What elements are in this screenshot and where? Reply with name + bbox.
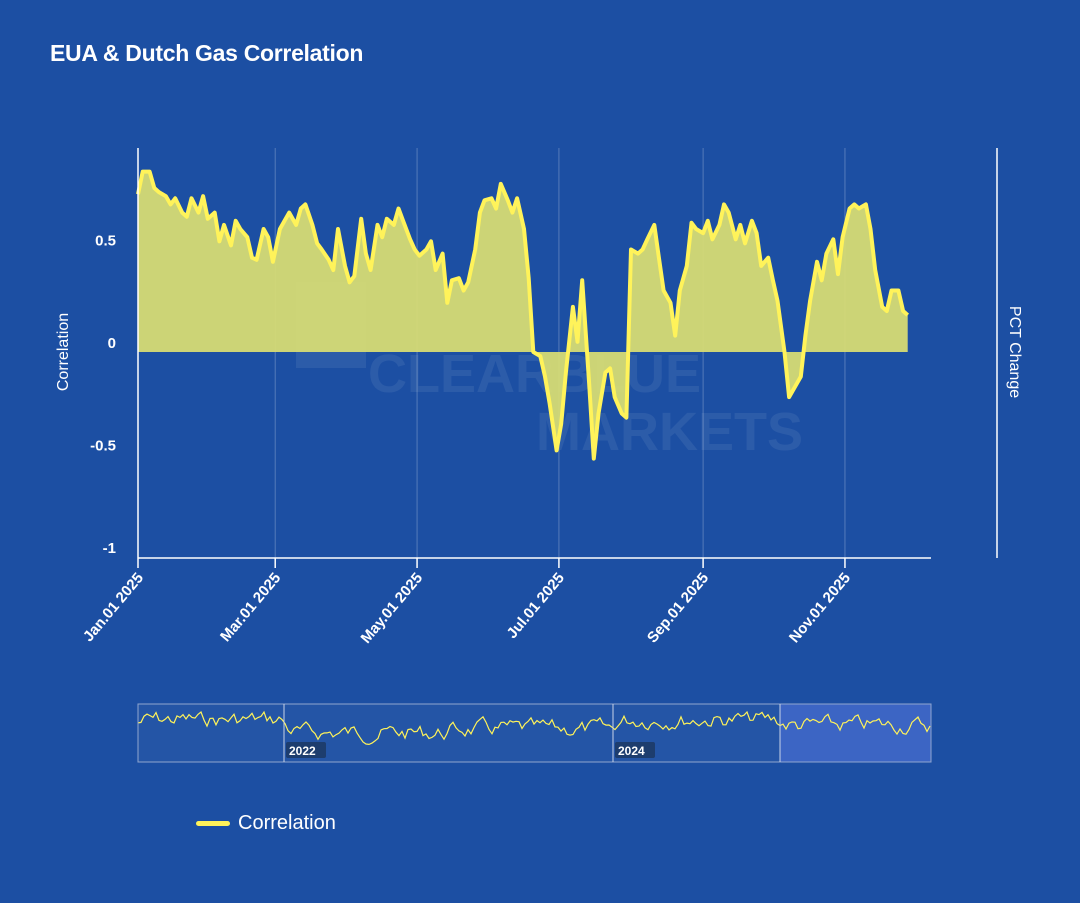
x-tick-label: Mar.01 2025 xyxy=(217,570,284,645)
legend-label: Correlation xyxy=(238,812,336,834)
y-tick-label: 0.5 xyxy=(95,233,116,250)
x-axis-ticks: Jan.01 2025 Mar.01 2025 May.01 2025 Jul.01 … xyxy=(80,558,854,647)
x-tick-label: Jul.01 2025 xyxy=(503,570,567,642)
y-tick-label: -1 xyxy=(103,540,116,557)
secondary-y-axis-title: PCT Change xyxy=(1006,306,1023,398)
x-gridlines xyxy=(274,148,846,558)
x-tick-label: Jan.01 2025 xyxy=(80,570,147,645)
chart-title: EUA & Dutch Gas Correlation xyxy=(50,40,364,66)
legend-line-swatch xyxy=(196,821,230,826)
navigator-series-line xyxy=(137,710,931,746)
correlation-area xyxy=(138,171,908,459)
y-axis-title: Correlation xyxy=(55,313,72,391)
navigator-year-label: 2024 xyxy=(618,744,645,758)
navigator-border xyxy=(137,703,932,763)
navigator-selection[interactable] xyxy=(780,704,931,762)
y-tick-label: 0 xyxy=(108,335,116,352)
y-axis-ticks: 0.5 0 -0.5 -1 xyxy=(90,233,116,558)
navigator-year-badge xyxy=(286,742,326,758)
range-navigator[interactable]: 2022 2024 xyxy=(137,703,932,763)
x-tick-label: Sep.01 2025 xyxy=(644,570,712,647)
correlation-line xyxy=(136,169,910,461)
watermark-text-line-2: MARKETS xyxy=(536,402,803,462)
x-tick-label: Nov.01 2025 xyxy=(786,570,854,647)
y-tick-label: -0.5 xyxy=(90,438,116,455)
legend[interactable]: Correlation xyxy=(196,812,336,835)
navigator-year-label: 2022 xyxy=(289,744,316,758)
x-tick-label: May.01 2025 xyxy=(358,570,427,647)
navigator-year-badge xyxy=(615,742,655,758)
